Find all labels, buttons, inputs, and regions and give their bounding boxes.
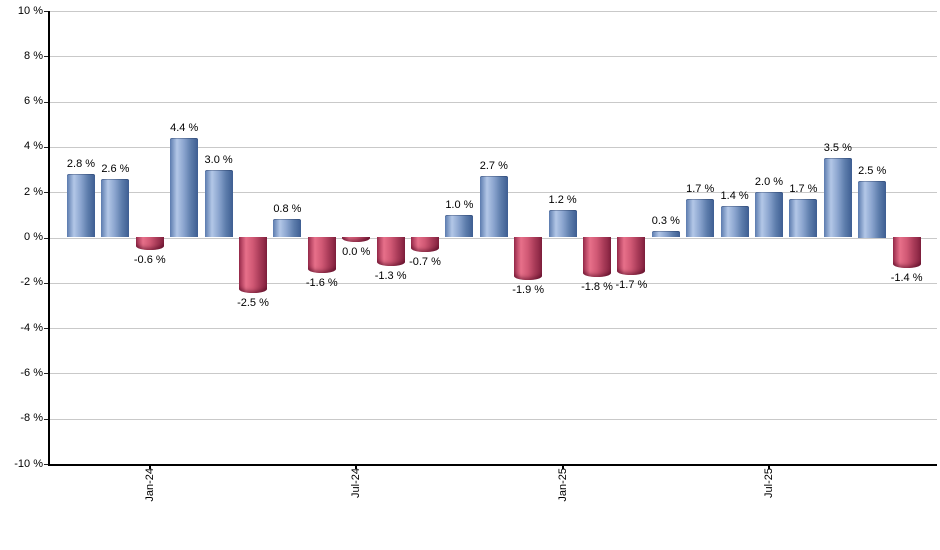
y-axis-line <box>48 11 50 464</box>
bar[interactable] <box>101 178 130 238</box>
bar-value-label: -0.6 % <box>133 254 166 267</box>
bar-value-label: 3.0 % <box>204 153 233 166</box>
bar-value-label: 1.2 % <box>548 194 577 207</box>
y-axis-tick-label: 4 % <box>24 140 43 153</box>
bar-value-label: -1.3 % <box>374 269 407 282</box>
y-axis-tick <box>44 373 48 375</box>
bar[interactable] <box>135 236 164 251</box>
y-axis-tick-label: -4 % <box>20 321 43 334</box>
bar[interactable] <box>617 236 646 275</box>
y-axis-tick-label: 0 % <box>24 231 43 243</box>
gridline <box>48 237 937 239</box>
bar-value-label: -2.5 % <box>237 297 269 310</box>
y-axis-tick <box>44 192 48 194</box>
gridline <box>48 101 937 103</box>
x-axis-line <box>48 464 937 466</box>
bar-value-label: 1.7 % <box>686 182 715 195</box>
bar-value-label: 2.7 % <box>479 160 508 173</box>
bar[interactable] <box>479 176 508 238</box>
y-axis-tick-label: -2 % <box>20 276 43 289</box>
gridline <box>48 328 937 330</box>
bar-value-label: 0.8 % <box>273 203 302 216</box>
y-axis-tick <box>44 146 48 148</box>
bar-value-label: -1.6 % <box>305 276 338 289</box>
bar[interactable] <box>686 198 715 238</box>
bar[interactable] <box>411 236 439 253</box>
bar[interactable] <box>789 198 818 238</box>
x-axis-tick <box>768 464 770 469</box>
bar[interactable] <box>67 174 95 238</box>
bar[interactable] <box>823 158 852 238</box>
x-axis-tick <box>148 464 151 469</box>
bar[interactable] <box>170 137 199 238</box>
y-axis-tick <box>44 56 48 58</box>
gridline <box>48 11 937 12</box>
gridline <box>48 146 937 148</box>
bar-value-label: -1.8 % <box>581 281 613 294</box>
gridline <box>48 56 937 58</box>
bar-value-label: -1.9 % <box>512 283 545 296</box>
bar-value-label: 1.4 % <box>720 189 749 202</box>
y-axis-tick <box>44 11 48 12</box>
gridline <box>48 418 937 420</box>
y-axis-tick-label: -6 % <box>20 366 43 379</box>
y-axis-tick <box>44 282 48 284</box>
bar-value-label: 4.4 % <box>170 121 199 134</box>
bar-value-label: 1.7 % <box>789 182 818 195</box>
bar-value-label: 2.5 % <box>858 164 887 177</box>
gridline <box>48 282 937 284</box>
bar[interactable] <box>239 236 267 294</box>
y-axis-tick-label: -10 % <box>14 457 43 470</box>
bar[interactable] <box>651 230 680 238</box>
bar-value-label: 2.0 % <box>754 176 784 189</box>
y-axis-tick <box>44 328 48 330</box>
bar[interactable] <box>204 169 233 238</box>
x-axis-tick <box>355 464 358 469</box>
bar-value-label: 2.6 % <box>101 162 130 175</box>
y-axis-tick-label: 6 % <box>24 95 43 108</box>
x-axis-tick-label: Jul-25 <box>763 468 775 498</box>
y-axis-tick <box>44 418 48 420</box>
bar-value-label: 3.5 % <box>823 142 852 155</box>
bar[interactable] <box>307 236 336 273</box>
bar[interactable] <box>445 214 474 238</box>
x-axis-tick <box>561 464 564 469</box>
bar[interactable] <box>858 180 887 238</box>
bar-value-label: -1.4 % <box>890 272 923 285</box>
bar-value-label: 0.0 % <box>342 245 371 258</box>
x-axis-tick-label: Jan-25 <box>556 468 569 502</box>
bar[interactable] <box>892 236 921 269</box>
y-axis-tick-label: 8 % <box>24 49 43 62</box>
y-axis-tick-label: 2 % <box>24 185 43 198</box>
bar[interactable] <box>376 236 405 266</box>
bar-value-label: 1.0 % <box>445 198 474 211</box>
y-axis-tick-label: -8 % <box>20 412 43 425</box>
bar-value-label: -1.7 % <box>615 279 648 291</box>
y-axis-tick-label: 10 % <box>17 4 43 17</box>
y-axis-tick <box>44 237 48 239</box>
bar[interactable] <box>342 236 371 242</box>
bar[interactable] <box>514 236 543 280</box>
x-axis-tick-label: Jul-24 <box>350 468 363 498</box>
bar[interactable] <box>720 205 749 238</box>
y-axis-tick <box>44 101 48 103</box>
bar-value-label: -0.7 % <box>409 256 441 269</box>
bar[interactable] <box>273 219 302 238</box>
x-axis-tick-label: Jan-24 <box>143 468 156 502</box>
bar[interactable] <box>583 236 611 278</box>
bar[interactable] <box>548 210 577 238</box>
bar[interactable] <box>755 192 783 238</box>
bar-value-label: 0.3 % <box>651 214 680 227</box>
gridline <box>48 373 937 375</box>
y-axis-tick <box>44 464 48 465</box>
bar-value-label: 2.8 % <box>66 158 96 171</box>
